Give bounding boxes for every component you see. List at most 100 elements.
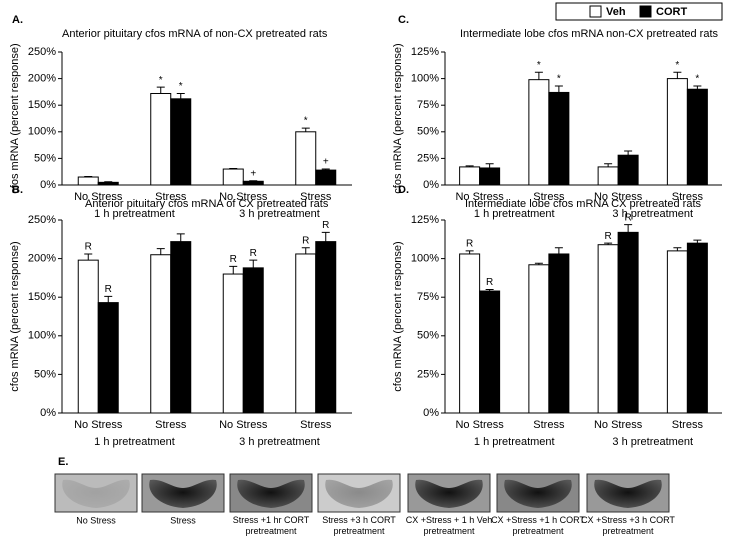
bar xyxy=(170,98,192,186)
blot-caption: Stress +3 h CORT pretreatment xyxy=(322,515,396,536)
error-bar xyxy=(624,150,633,156)
error-bar xyxy=(321,168,330,171)
bar xyxy=(528,264,550,414)
caption-line: CX +Stress +1 h CORT xyxy=(491,515,585,525)
blot-caption: CX +Stress + 1 h Veh pretreatment xyxy=(406,515,493,536)
y-tick-label: 50% xyxy=(34,152,56,164)
significance-marker: * xyxy=(179,81,183,92)
bar xyxy=(597,166,619,186)
y-tick-label: 100% xyxy=(28,126,56,138)
caption-line: pretreatment xyxy=(423,526,475,536)
error-bar xyxy=(176,233,185,242)
y-tick-label: 250% xyxy=(28,214,56,226)
panel-label: A. xyxy=(12,14,23,26)
error-bar xyxy=(554,85,563,93)
y-tick-label: 200% xyxy=(28,253,56,265)
y-axis-label: cfos mRNA (percent response) xyxy=(9,43,21,193)
y-tick-label: 100% xyxy=(411,73,439,85)
bar xyxy=(666,78,688,186)
error-bar xyxy=(604,242,613,245)
bar xyxy=(459,166,481,186)
caption-line: CX +Stress + 1 h Veh xyxy=(406,515,493,525)
blot-shape xyxy=(62,479,130,508)
blot-shape xyxy=(325,479,393,508)
blot-shape xyxy=(237,479,305,508)
bar xyxy=(97,302,119,414)
bar xyxy=(686,88,708,186)
significance-marker: R xyxy=(230,254,237,265)
error-bar xyxy=(301,127,310,132)
y-tick-label: 25% xyxy=(417,368,439,380)
bar xyxy=(617,231,639,414)
significance-marker: R xyxy=(322,220,329,231)
group-label: 1 h pretreatment xyxy=(94,436,175,448)
error-bar xyxy=(229,265,238,275)
error-bar xyxy=(485,288,494,292)
caption-line: Stress +3 h CORT xyxy=(322,515,396,525)
group-label: 3 h pretreatment xyxy=(239,208,320,220)
error-bar xyxy=(84,175,93,178)
error-bar xyxy=(84,253,93,261)
error-bar xyxy=(249,259,258,268)
y-tick-label: 0% xyxy=(40,179,56,191)
group-label: 3 h pretreatment xyxy=(612,208,693,220)
significance-marker: + xyxy=(250,168,256,179)
caption-line: pretreatment xyxy=(512,526,564,536)
y-axis-label: cfos mRNA (percent response) xyxy=(392,43,404,193)
y-tick-label: 200% xyxy=(28,73,56,85)
bar xyxy=(242,267,264,414)
bar xyxy=(315,169,337,186)
bar xyxy=(548,253,570,414)
x-tick-label: Stress xyxy=(533,419,565,431)
significance-marker: R xyxy=(486,277,493,288)
group-label: 1 h pretreatment xyxy=(474,208,555,220)
error-bar xyxy=(104,181,113,183)
group-label: 3 h pretreatment xyxy=(612,436,693,448)
significance-marker: R xyxy=(625,212,632,223)
y-tick-label: 50% xyxy=(34,368,56,380)
legend-label: CORT xyxy=(656,6,687,18)
bar xyxy=(222,168,244,186)
caption-line: Stress +1 hr CORT xyxy=(233,515,310,525)
blot-caption: CX +Stress +1 h CORT pretreatment xyxy=(491,515,585,536)
blot-shape xyxy=(594,479,662,508)
significance-marker: * xyxy=(159,75,163,86)
chart-title: Intermediate lobe cfos mRNA CX pretreate… xyxy=(465,198,701,210)
y-tick-label: 0% xyxy=(423,179,439,191)
y-tick-label: 25% xyxy=(417,152,439,164)
blot-caption: CX +Stress +3 h CORT pretreatment xyxy=(581,515,675,536)
chart-title: Anterior pituitary cfos mRNA of non-CX p… xyxy=(62,28,328,40)
panel-label: B. xyxy=(12,184,23,196)
blot-caption: Stress xyxy=(170,515,196,525)
x-tick-label: No Stress xyxy=(74,419,123,431)
x-tick-label: Stress xyxy=(300,191,332,203)
y-tick-label: 125% xyxy=(411,214,439,226)
bar xyxy=(459,253,481,414)
x-tick-label: No Stress xyxy=(594,191,643,203)
x-tick-label: No Stress xyxy=(74,191,123,203)
bar xyxy=(295,253,317,414)
x-tick-label: No Stress xyxy=(594,419,643,431)
legend-swatch xyxy=(589,5,602,18)
y-tick-label: 100% xyxy=(411,253,439,265)
bar xyxy=(617,154,639,186)
legend-swatch xyxy=(639,5,652,18)
bar xyxy=(97,181,119,186)
error-bar xyxy=(465,165,474,167)
group-label: 3 h pretreatment xyxy=(239,436,320,448)
error-bar xyxy=(176,92,185,99)
y-tick-label: 75% xyxy=(417,99,439,111)
x-tick-label: Stress xyxy=(533,191,565,203)
y-tick-label: 0% xyxy=(423,407,439,419)
bar xyxy=(222,273,244,414)
bar xyxy=(686,242,708,414)
group-label: 1 h pretreatment xyxy=(474,436,555,448)
caption-line: pretreatment xyxy=(602,526,654,536)
y-tick-label: 100% xyxy=(28,330,56,342)
y-tick-label: 125% xyxy=(411,46,439,58)
y-axis-label: cfos mRNA (percent response) xyxy=(392,241,404,391)
y-tick-label: 250% xyxy=(28,46,56,58)
significance-marker: * xyxy=(537,60,541,71)
bar xyxy=(479,290,501,414)
